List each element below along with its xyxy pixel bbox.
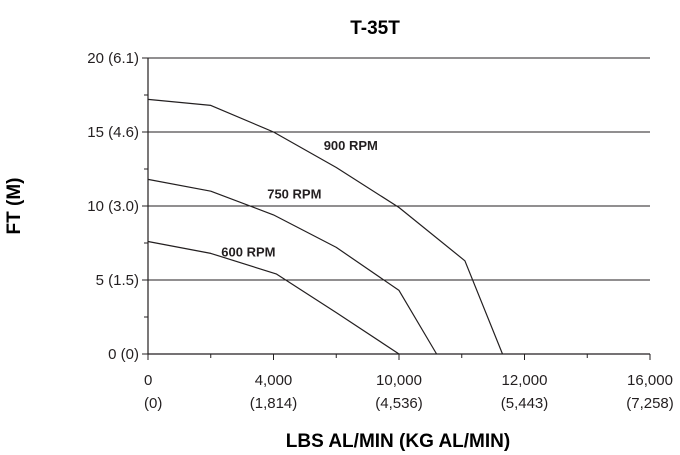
- x-tick-label: 12,000: [502, 372, 548, 389]
- ticks: 0 (0) 5 (1.5) 10 (3.0) 15 (4.6) 20 (6.1) 0 (0)…: [87, 50, 673, 412]
- series-lines: [147, 98, 504, 355]
- series-label-1: 750 RPM: [267, 187, 321, 202]
- series-labels: 900 RPM 750 RPM 600 RPM: [221, 138, 378, 260]
- chart-title: T-35T: [350, 18, 400, 39]
- y-tick-label: 15 (4.6): [87, 124, 139, 141]
- y-axis-label: FT (M): [4, 178, 25, 235]
- x-tick-sublabel: (0): [144, 395, 162, 412]
- y-tick-label: 10 (3.0): [87, 198, 139, 215]
- x-axis-label: LBS AL/MIN (KG AL/MIN): [286, 431, 510, 452]
- y-tick-label: 5 (1.5): [96, 272, 139, 289]
- x-tick-label: 0: [144, 372, 152, 389]
- series-line-0: [147, 98, 504, 355]
- x-tick-label: 4,000: [255, 372, 293, 389]
- x-tick-sublabel: (1,814): [250, 395, 298, 412]
- series-line-1: [147, 178, 438, 355]
- series-label-2: 600 RPM: [221, 244, 275, 259]
- gridlines: [148, 57, 650, 281]
- x-tick-label: 10,000: [376, 372, 422, 389]
- series-line-2: [147, 240, 400, 355]
- y-tick-label: 20 (6.1): [87, 50, 139, 67]
- x-tick-label: 16,000: [627, 372, 673, 389]
- x-tick-sublabel: (7,258): [626, 395, 674, 412]
- y-tick-label: 0 (0): [108, 346, 139, 363]
- x-tick-sublabel: (5,443): [501, 395, 549, 412]
- x-tick-sublabel: (4,536): [375, 395, 423, 412]
- series-label-0: 900 RPM: [324, 138, 378, 153]
